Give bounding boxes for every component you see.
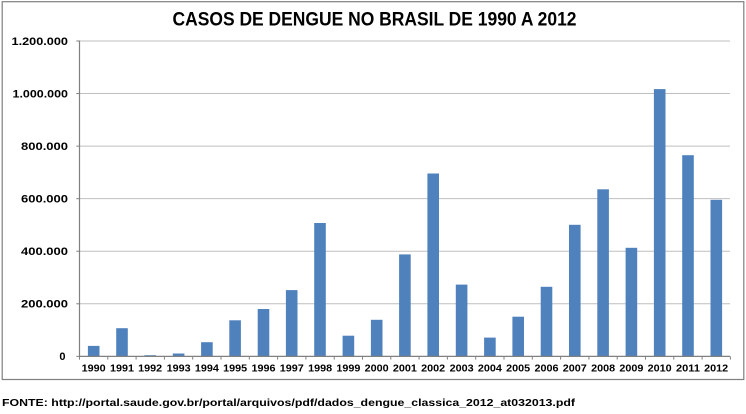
svg-text:1998: 1998 [308, 364, 332, 375]
svg-text:200.000: 200.000 [21, 299, 68, 311]
svg-text:1992: 1992 [138, 364, 162, 375]
svg-text:1997: 1997 [280, 364, 304, 375]
svg-text:FONTE: http://portal.saude.gov: FONTE: http://portal.saude.gov.br/portal… [2, 398, 576, 409]
svg-text:1991: 1991 [110, 364, 134, 375]
svg-text:1.200.000: 1.200.000 [12, 36, 69, 48]
svg-text:2012: 2012 [704, 364, 728, 375]
svg-text:2006: 2006 [535, 364, 559, 375]
svg-text:2008: 2008 [591, 364, 615, 375]
svg-text:1993: 1993 [167, 364, 191, 375]
svg-text:400.000: 400.000 [21, 246, 68, 258]
svg-text:2000: 2000 [365, 364, 389, 375]
svg-text:2003: 2003 [450, 364, 474, 375]
svg-text:2011: 2011 [676, 364, 700, 375]
svg-text:1994: 1994 [195, 364, 219, 375]
svg-text:1999: 1999 [336, 364, 360, 375]
svg-text:CASOS DE DENGUE NO BRASIL DE 1: CASOS DE DENGUE NO BRASIL DE 1990 A 2012 [173, 8, 577, 30]
svg-text:800.000: 800.000 [21, 141, 68, 153]
svg-text:1990: 1990 [82, 364, 106, 375]
svg-text:1995: 1995 [223, 364, 247, 375]
svg-text:2009: 2009 [619, 364, 643, 375]
svg-text:1.000.000: 1.000.000 [13, 88, 69, 100]
svg-text:2001: 2001 [393, 364, 417, 375]
svg-text:0: 0 [59, 351, 65, 363]
svg-text:2002: 2002 [421, 364, 445, 375]
svg-text:2007: 2007 [563, 364, 587, 375]
svg-text:2010: 2010 [648, 364, 672, 375]
svg-text:600.000: 600.000 [21, 194, 68, 206]
svg-text:2004: 2004 [478, 364, 502, 375]
svg-text:2005: 2005 [506, 364, 530, 375]
svg-text:1996: 1996 [252, 364, 276, 375]
